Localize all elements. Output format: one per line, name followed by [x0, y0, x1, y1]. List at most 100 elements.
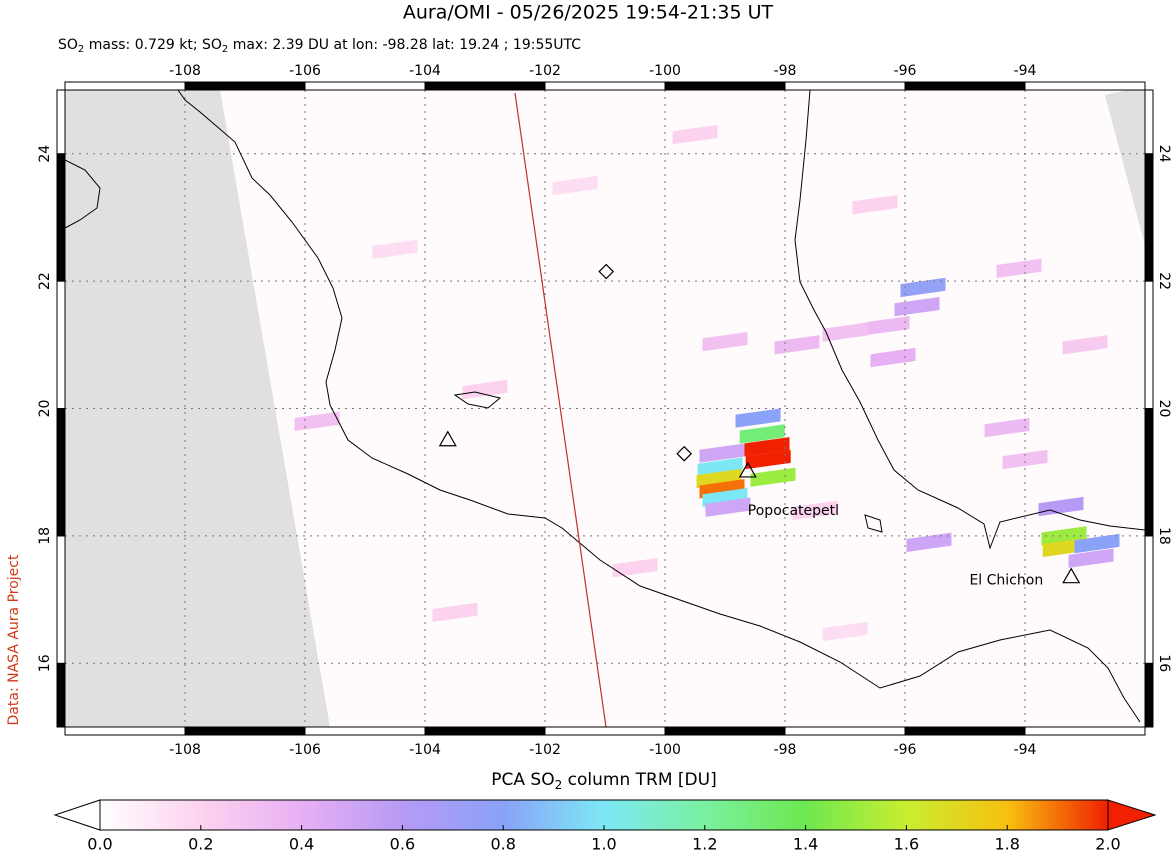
frame-segment — [424, 726, 546, 736]
colorbar-tick-label: 1.2 — [692, 835, 717, 854]
x-tick-label: -102 — [529, 63, 561, 79]
frame-segment — [544, 81, 666, 91]
so2-pixel — [1068, 548, 1114, 568]
frame-segment — [1144, 280, 1154, 410]
colorbar-tick-label: 1.4 — [793, 835, 818, 854]
colorbar-label: PCA SO2 column TRM [DU] — [491, 770, 716, 792]
coastline — [794, 90, 1145, 550]
frame-segment — [424, 81, 546, 91]
colorbar-tick-label: 1.6 — [894, 835, 919, 854]
colorbar-tick-label: 0.6 — [390, 835, 415, 854]
frame-segment — [64, 81, 186, 91]
frame-segment — [184, 726, 306, 736]
frame-segment — [56, 408, 66, 537]
so2-pixel — [735, 408, 781, 428]
frame-segment — [64, 726, 186, 736]
x-tick-label: -100 — [649, 63, 681, 79]
y-tick-label: 24 — [1156, 145, 1172, 163]
marker-layer: Popocatepetl El Chichon — [438, 263, 1081, 589]
subtitle-part: SO — [58, 37, 78, 53]
coastline — [177, 90, 1141, 723]
subscript: 2 — [78, 44, 84, 55]
colorbar-tick-label: 0.2 — [188, 835, 213, 854]
volcano-label: El Chichon — [969, 573, 1043, 589]
so2-pixel — [750, 467, 796, 487]
frame-segment — [304, 726, 426, 736]
so2-pixel — [870, 347, 916, 368]
y-tick-label: 20 — [37, 400, 53, 418]
so2-pixel — [745, 449, 791, 470]
y-tick-label: 22 — [1156, 272, 1172, 290]
so2-pixel — [1074, 533, 1120, 554]
x-tick-label: -100 — [649, 742, 681, 758]
x-tick-label: -94 — [1014, 63, 1037, 79]
x-tick-label: -108 — [169, 63, 201, 79]
title: Aura/OMI - 05/26/2025 19:54-21:35 UT — [403, 2, 774, 24]
x-tick-label: -102 — [529, 742, 561, 758]
frame-segment — [56, 535, 66, 664]
frame-segment — [664, 81, 786, 91]
frame-segment — [184, 81, 306, 91]
so2-pixel — [739, 424, 785, 444]
colorbar: 0.0 0.2 0.4 0.6 0.8 1.0 1.2 1.4 1.6 1.8 2.0 — [53, 799, 1157, 854]
volcano-marker — [1062, 567, 1081, 584]
orbit-edge — [514, 92, 607, 727]
island — [453, 391, 502, 409]
x-tick-label: -104 — [409, 742, 441, 758]
y-tick-label: 18 — [1156, 527, 1172, 545]
frame-segment — [664, 726, 786, 736]
so2-pixel — [552, 175, 598, 196]
pixel-layer — [294, 124, 1120, 642]
frame-segment — [56, 89, 66, 155]
colorbar-label-part: PCA SO — [491, 770, 554, 790]
subtitle-part: mass: 0.729 kt; SO — [84, 37, 222, 53]
frame-segment — [1144, 153, 1154, 282]
so2-pixel — [1038, 496, 1084, 517]
colorbar-tick-label: 1.0 — [591, 835, 616, 854]
y-tick-label: 18 — [37, 527, 53, 545]
frame-segment — [1024, 726, 1146, 736]
frame-segment — [1144, 408, 1154, 537]
x-tick-label: -96 — [894, 742, 917, 758]
colorbar-label-part: column TRM [DU] — [562, 770, 716, 790]
so2-pixel — [864, 316, 910, 336]
so2-pixel — [774, 335, 820, 355]
volcano-label: Popocatepetl — [748, 503, 839, 519]
x-tick-label: -98 — [774, 63, 797, 79]
frame-segment — [1144, 662, 1154, 728]
y-tick-label: 22 — [37, 272, 53, 290]
so2-pixel — [894, 296, 940, 317]
site-marker — [438, 430, 457, 447]
frame-segment — [304, 81, 426, 91]
colorbar-tick-label: 2.0 — [1095, 835, 1120, 854]
map-area: Popocatepetl El Chichon — [65, 90, 1145, 727]
so2-pixel — [672, 124, 718, 145]
x-tick-label: -106 — [289, 63, 321, 79]
so2-pixel — [462, 379, 508, 400]
x-tick-label: -94 — [1014, 742, 1037, 758]
subtitle: SO2 mass: 0.729 kt; SO2 max: 2.39 DU at … — [58, 37, 581, 55]
frame-segment — [56, 662, 66, 728]
frame-segment — [1024, 81, 1146, 91]
x-tick-label: -108 — [169, 742, 201, 758]
lake — [864, 514, 883, 533]
x-tick-label: -98 — [774, 742, 797, 758]
colorbar-tick-label: 1.8 — [994, 835, 1019, 854]
x-tick-label: -106 — [289, 742, 321, 758]
so2-pixel — [294, 411, 340, 431]
frame-segment — [544, 726, 666, 736]
so2-pixel — [906, 532, 952, 552]
so2-pixel — [996, 258, 1042, 279]
colorbar-extend-high — [1107, 799, 1157, 831]
so2-pixel — [702, 331, 748, 352]
so2-pixel — [612, 558, 658, 578]
x-tick-label: -104 — [409, 63, 441, 79]
frame-segment — [784, 81, 906, 91]
so2-pixel — [372, 239, 418, 259]
so2-pixel — [1062, 335, 1108, 355]
site-marker — [676, 445, 693, 462]
so2-pixel — [432, 602, 478, 622]
frame-segment — [784, 726, 906, 736]
frame-scale — [56, 81, 1154, 736]
